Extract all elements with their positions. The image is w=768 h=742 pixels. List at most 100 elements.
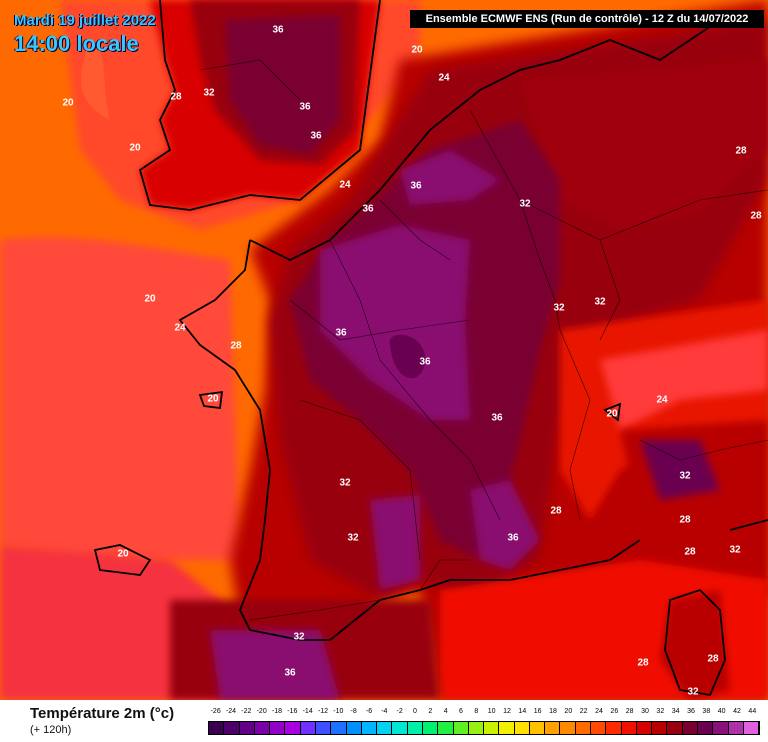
- temperature-label: 36: [410, 181, 422, 192]
- legend-swatch: [239, 722, 255, 734]
- temperature-label: 20: [207, 394, 219, 405]
- temperature-label: 28: [707, 654, 719, 665]
- legend-tick: 24: [595, 708, 603, 715]
- legend-swatch: [728, 722, 744, 734]
- legend-swatch: [621, 722, 637, 734]
- temperature-label: 32: [339, 478, 351, 489]
- temperature-label: 36: [310, 131, 322, 142]
- legend-tick: -8: [350, 708, 357, 715]
- legend-swatch: [453, 722, 469, 734]
- southwest-peak: [370, 495, 420, 590]
- legend-swatch: [636, 722, 653, 734]
- temperature-label: 28: [735, 146, 747, 157]
- model-run-banner: Ensemble ECMWF ENS (Run de contrôle) - 1…: [410, 10, 764, 28]
- legend-swatch: [377, 722, 393, 734]
- temperature-label: 32: [594, 297, 606, 308]
- temperature-label: 20: [144, 294, 156, 305]
- temperature-label: 36: [284, 668, 296, 679]
- legend-swatch: [560, 722, 576, 734]
- belgium-peak: [400, 150, 500, 205]
- legend-tick: 30: [641, 708, 649, 715]
- legend-tick: -2: [396, 708, 403, 715]
- temperature-labels: 36 36 36 32 28 20 20 20 24 24 36 36 32 28 28 20 24 28 36 36…: [62, 25, 762, 698]
- temperature-label: 20: [62, 98, 74, 109]
- legend-tick: -14: [302, 708, 313, 715]
- temperature-label: 36: [507, 533, 519, 544]
- temperature-label: 32: [293, 632, 305, 643]
- legend-tick: 16: [533, 708, 542, 715]
- legend-swatch: [606, 722, 622, 734]
- legend-swatch: [209, 722, 225, 734]
- legend-swatch: [575, 722, 592, 734]
- france-extreme-core: [320, 225, 470, 420]
- central-france-peak: [389, 334, 426, 379]
- sea-warm-band: [0, 237, 240, 560]
- ireland-sea-patch: [81, 40, 110, 120]
- legend-tick: -22: [241, 708, 252, 715]
- alps-coolest: [600, 330, 768, 430]
- temperature-label: 28: [170, 92, 182, 103]
- legend-swatch: [438, 722, 454, 734]
- legend-swatch: [514, 722, 530, 734]
- legend-tick: -18: [271, 708, 283, 715]
- admin-borders: [199, 59, 768, 621]
- legend-tick: 32: [656, 708, 665, 715]
- forecast-date: Mardi 19 juillet 2022: [14, 12, 156, 29]
- legend-tick: 10: [487, 708, 496, 715]
- temperature-label: 36: [491, 413, 503, 424]
- temperature-label: 28: [550, 506, 562, 517]
- legend-tick: -26: [210, 708, 221, 715]
- temperature-label: 28: [750, 211, 762, 222]
- legend-tick: 26: [610, 708, 619, 715]
- temperature-label: 20: [411, 45, 423, 56]
- legend-swatch: [499, 722, 515, 734]
- uk-core: [225, 15, 340, 155]
- coastlines: [93, 0, 768, 697]
- temperature-label: 32: [203, 88, 215, 99]
- corsica-sardinia: [660, 590, 730, 700]
- temperature-label: 28: [679, 515, 691, 526]
- temperature-label: 36: [419, 357, 431, 368]
- temperature-label: 20: [129, 143, 141, 154]
- temperature-label: 20: [606, 409, 618, 420]
- legend-swatch: [743, 722, 760, 734]
- legend-tick: 34: [671, 708, 680, 715]
- legend-swatch: [468, 722, 485, 734]
- legend-swatch: [667, 722, 683, 734]
- legend-tick: -12: [317, 708, 329, 715]
- legend-tick-labels: -26 -24 -22 -20 -18 -16 -14 -12 -10 -8 -6 -4 -2 0 2 4 6 8…: [204, 708, 764, 718]
- legend-swatch: [698, 722, 714, 734]
- legend-tick: 2: [428, 708, 433, 715]
- temperature-label: 32: [519, 199, 531, 210]
- temperature-label: 28: [684, 547, 696, 558]
- legend-tick: 6: [459, 708, 463, 715]
- legend-title: Température 2m (°c): [30, 705, 175, 722]
- legend-swatch: [224, 722, 240, 734]
- legend-tick: 44: [748, 708, 757, 715]
- legend-swatch: [361, 722, 378, 734]
- temperature-map: 36 36 36 32 28 20 20 20 24 24 36 36 32 28 28 20 24 28 36 36…: [0, 0, 768, 700]
- temperature-label: 28: [637, 658, 649, 669]
- germany-zone: [520, 60, 768, 230]
- legend-swatch: [545, 722, 561, 734]
- legend-swatch: [713, 722, 729, 734]
- legend-swatch: [682, 722, 698, 734]
- legend-swatch: [315, 722, 332, 734]
- legend-tick: 4: [443, 708, 448, 715]
- temperature-label: 32: [687, 687, 699, 698]
- legend-tick: -24: [225, 708, 237, 715]
- legend-tick: 22: [579, 708, 588, 715]
- temperature-label: 32: [553, 303, 565, 314]
- legend-tick: 42: [733, 708, 741, 715]
- legend-swatch: [484, 722, 500, 734]
- legend-swatch: [591, 722, 607, 734]
- legend-swatch: [529, 722, 546, 734]
- forecast-time: 14:00 locale: [14, 31, 139, 56]
- legend-swatch: [392, 722, 408, 734]
- temperature-label: 32: [347, 533, 359, 544]
- temperature-label: 36: [299, 102, 311, 113]
- legend-swatch: [300, 722, 316, 734]
- legend-swatch: [407, 722, 423, 734]
- legend-tick: -20: [256, 708, 267, 715]
